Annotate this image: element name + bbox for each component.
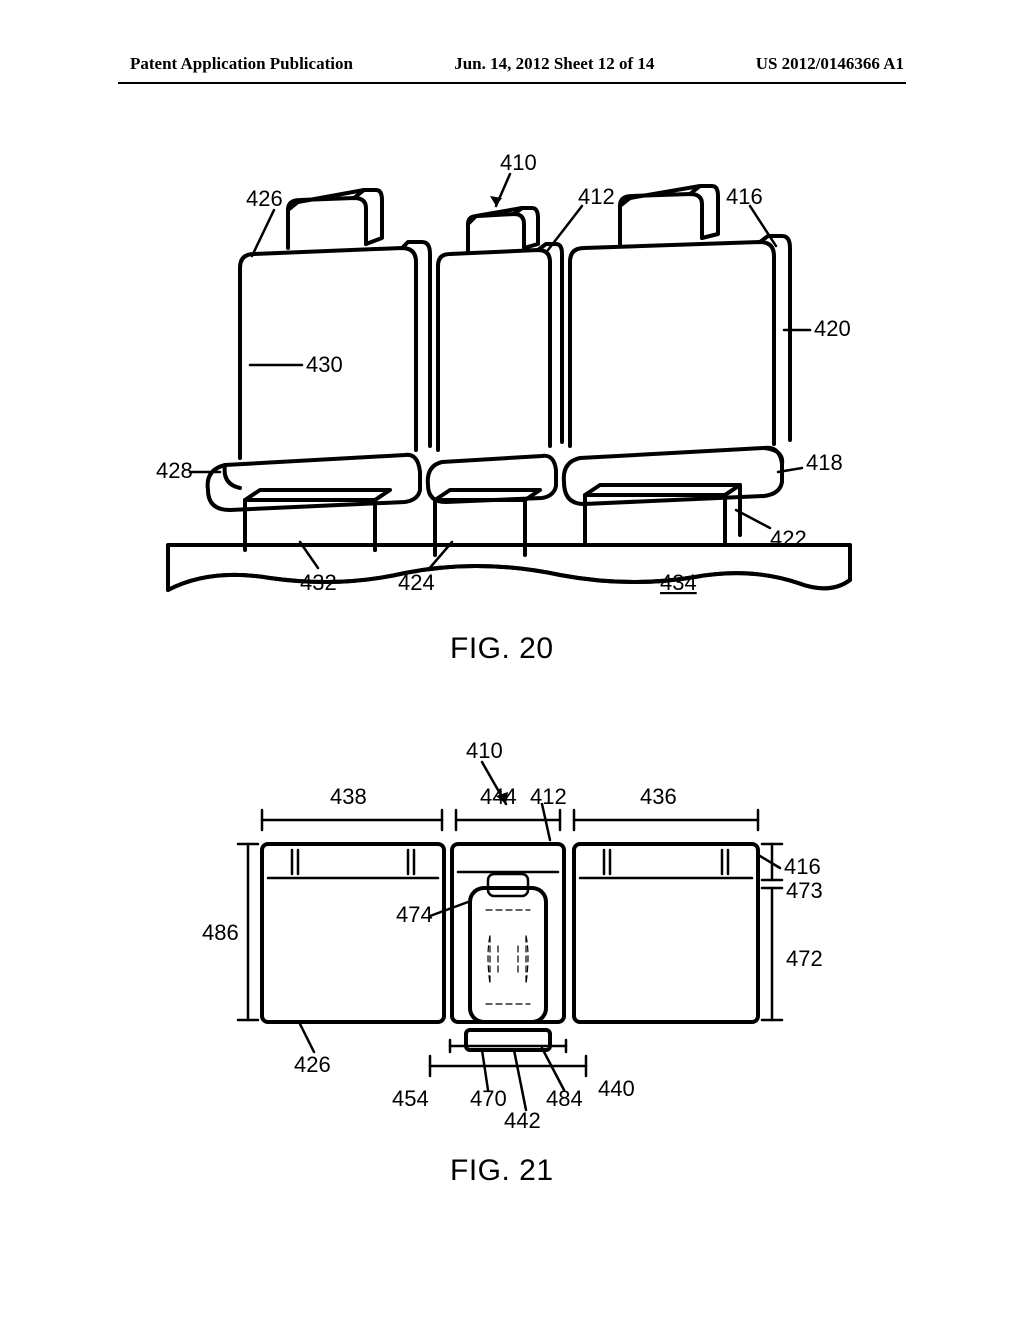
header-rule <box>118 82 906 84</box>
ref21-474: 474 <box>396 902 433 927</box>
ref21-484: 484 <box>546 1086 583 1111</box>
figure-20: 410 426 412 416 420 430 428 418 422 432 … <box>0 150 1024 670</box>
ref21-442: 442 <box>504 1108 541 1133</box>
ref-420: 420 <box>814 316 851 341</box>
ref21-470: 470 <box>470 1086 507 1111</box>
figure-21: 410 438 444 412 436 486 474 416 473 472 … <box>0 740 1024 1210</box>
ref21-436: 436 <box>640 784 677 809</box>
header-left: Patent Application Publication <box>130 54 353 74</box>
ref21-486: 486 <box>202 920 239 945</box>
ref-430: 430 <box>306 352 343 377</box>
ref21-438: 438 <box>330 784 367 809</box>
ref-412: 412 <box>578 184 615 209</box>
ref21-444: 444 <box>480 784 517 809</box>
ref-428: 428 <box>156 458 193 483</box>
ref21-454: 454 <box>392 1086 429 1111</box>
ref21-416: 416 <box>784 854 821 879</box>
ref-422: 422 <box>770 526 807 551</box>
fig20-caption: FIG. 20 <box>450 632 554 665</box>
page-header: Patent Application Publication Jun. 14, … <box>0 54 1024 74</box>
ref-410: 410 <box>500 150 537 175</box>
header-right: US 2012/0146366 A1 <box>756 54 904 74</box>
figure-20-svg: 410 426 412 416 420 430 428 418 422 432 … <box>150 150 870 670</box>
ref21-410: 410 <box>466 740 503 763</box>
ref21-412: 412 <box>530 784 567 809</box>
ref-434: 434 <box>660 570 697 595</box>
ref-432: 432 <box>300 570 337 595</box>
ref21-473: 473 <box>786 878 823 903</box>
fig21-caption: FIG. 21 <box>450 1154 554 1187</box>
ref-424: 424 <box>398 570 435 595</box>
ref21-472: 472 <box>786 946 823 971</box>
figure-21-svg: 410 438 444 412 436 486 474 416 473 472 … <box>170 740 850 1210</box>
ref-426: 426 <box>246 186 283 211</box>
ref21-440: 440 <box>598 1076 635 1101</box>
ref-416: 416 <box>726 184 763 209</box>
ref21-426: 426 <box>294 1052 331 1077</box>
header-center: Jun. 14, 2012 Sheet 12 of 14 <box>454 54 654 74</box>
ref-418: 418 <box>806 450 843 475</box>
